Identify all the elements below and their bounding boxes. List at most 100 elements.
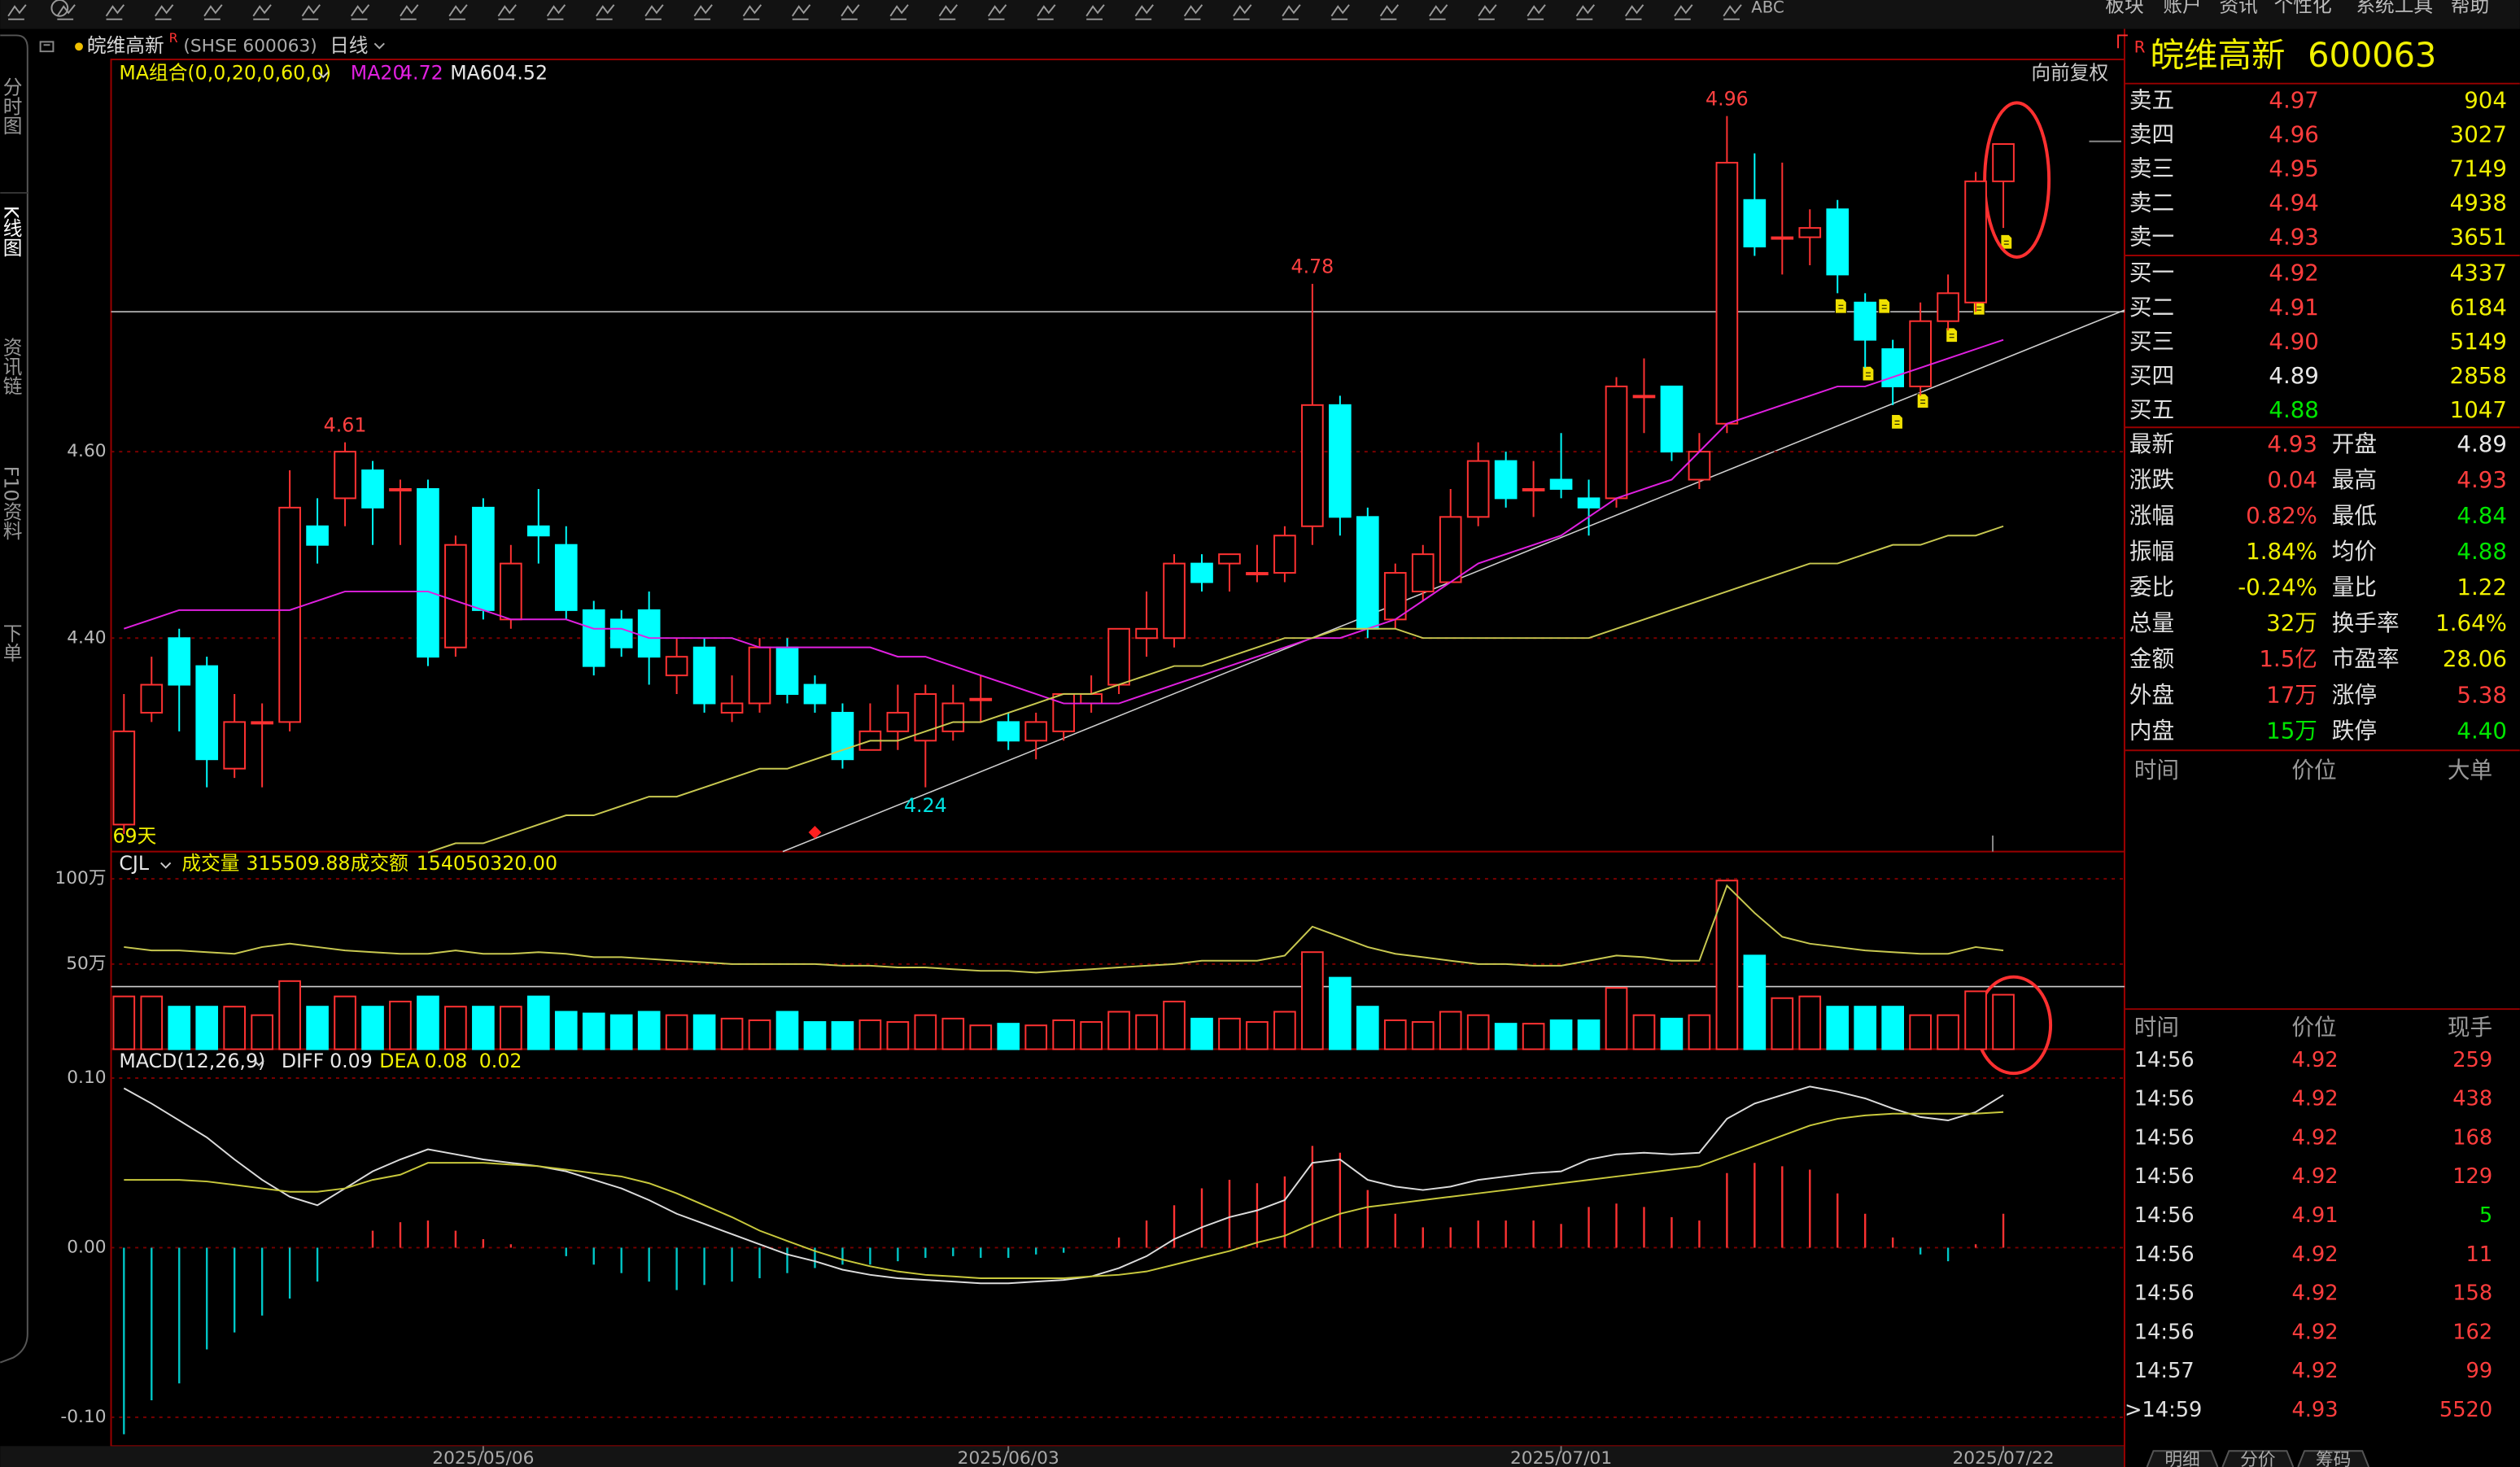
toolbar-icon[interactable]: [841, 4, 860, 20]
stat-value: 4.93: [2267, 430, 2317, 457]
volume-bar: [1301, 951, 1324, 1050]
toolbar-icon[interactable]: [1085, 4, 1105, 20]
menu-item[interactable]: 帮助: [2451, 0, 2489, 16]
sidebar-tab[interactable]: F10资料: [0, 466, 23, 540]
candle-body: [1329, 404, 1352, 518]
trade-time: 14:56: [2134, 1281, 2195, 1306]
volume-bar: [1439, 1011, 1462, 1050]
toolbar-icon[interactable]: [792, 4, 811, 20]
sidebar-tab[interactable]: K线图: [0, 206, 23, 257]
menu-item[interactable]: 板块: [2105, 0, 2143, 16]
volume-bar: [1246, 1021, 1269, 1050]
toolbar-icon[interactable]: [7, 4, 27, 20]
legend-name: MA20: [351, 61, 405, 84]
volume-bar: [334, 995, 356, 1050]
toolbar-icon[interactable]: [1478, 4, 1497, 20]
bottom-tab[interactable]: 筹码: [2316, 1450, 2351, 1467]
toolbar-icon[interactable]: [1233, 4, 1252, 20]
volume-bar: [1411, 1021, 1435, 1050]
stat-label: 换手率: [2332, 609, 2400, 636]
toolbar-icon[interactable]: [252, 4, 272, 20]
volume-bar: [665, 1014, 688, 1050]
sidebar-tab[interactable]: 分时图: [0, 77, 23, 135]
menu-item[interactable]: 账户: [2163, 0, 2201, 16]
candle-body: [554, 544, 578, 611]
bottom-tab[interactable]: 分价: [2240, 1450, 2276, 1467]
toolbar-icon[interactable]: [1282, 4, 1301, 20]
book-label: 卖五: [2129, 86, 2174, 113]
toolbar-abc[interactable]: ABC: [1751, 0, 1784, 16]
toolbar-icon[interactable]: [644, 4, 664, 20]
toolbar-icon[interactable]: [889, 4, 909, 20]
toolbar-icon[interactable]: [1330, 4, 1350, 20]
book-price: 4.93: [2269, 224, 2319, 251]
candle-body: [1549, 478, 1573, 490]
dropdown-chevron[interactable]: [253, 1059, 264, 1067]
toolbar-icon[interactable]: [987, 4, 1007, 20]
candle-body: [251, 721, 273, 725]
menu-item[interactable]: 资讯: [2219, 0, 2257, 16]
toolbar-icon[interactable]: [56, 4, 76, 20]
stat-value: -0.24%: [2238, 574, 2317, 600]
toolbar-icon[interactable]: [1526, 4, 1546, 20]
stat-label: 市盈率: [2332, 645, 2400, 672]
adjust-note[interactable]: 向前复权: [2031, 61, 2108, 84]
toolbar-icon[interactable]: [546, 4, 566, 20]
toolbar-icon[interactable]: [497, 4, 517, 20]
volume-bar: [637, 1011, 661, 1050]
toolbar-icon[interactable]: [448, 4, 468, 20]
candle-body: [1301, 404, 1324, 527]
toolbar-icon[interactable]: [1723, 4, 1742, 20]
dropdown-chevron[interactable]: [317, 72, 329, 79]
date-axis: [0, 1446, 2125, 1467]
trade-volume: 438: [2452, 1087, 2492, 1111]
column-header: 时间: [2134, 757, 2179, 784]
volume-bar: [1854, 1006, 1877, 1050]
toolbar-icon[interactable]: [350, 4, 370, 20]
book-label: 买二: [2129, 294, 2174, 321]
toolbar-icon[interactable]: [203, 4, 223, 20]
toolbar-icon[interactable]: [742, 4, 762, 20]
days-label: 69天: [112, 824, 156, 847]
candle-body: [140, 683, 164, 714]
toolbar-icon[interactable]: [1624, 4, 1644, 20]
toolbar-icon[interactable]: [154, 4, 174, 20]
menu-item[interactable]: 系统工具: [2356, 0, 2433, 16]
candle-body: [1632, 395, 1656, 399]
stat-label: 涨跌: [2129, 466, 2174, 493]
toolbar-icons: [7, 4, 1742, 20]
volume-bar: [1798, 995, 1822, 1050]
toolbar-icon[interactable]: [1379, 4, 1400, 20]
toolbar-icon[interactable]: [596, 4, 615, 20]
stat-value: 4.40: [2457, 717, 2507, 744]
bottom-tab[interactable]: 明细: [2164, 1450, 2199, 1467]
y-tick-label: -0.10: [60, 1407, 106, 1427]
toolbar-icon[interactable]: [938, 4, 959, 20]
book-label: 买四: [2129, 362, 2174, 389]
stat-label: 金额: [2129, 645, 2174, 672]
candle-body: [1881, 348, 1905, 387]
book-price: 4.89: [2269, 362, 2319, 389]
sidebar-tab[interactable]: 资讯链: [0, 338, 23, 395]
toolbar-icon[interactable]: [693, 4, 713, 20]
volume-bar: [472, 1006, 495, 1050]
toolbar-icon[interactable]: [1183, 4, 1203, 20]
toolbar-icon[interactable]: [301, 4, 321, 20]
volume-ma-line: [124, 884, 2004, 974]
toolbar-icon[interactable]: [1674, 4, 1693, 20]
toolbar-icon[interactable]: [50, 0, 69, 17]
toolbar-icon[interactable]: [1575, 4, 1596, 20]
volume-bar: [278, 980, 301, 1050]
book-volume: 5149: [2450, 328, 2507, 355]
candle-body: [1163, 562, 1186, 640]
toolbar-icon[interactable]: [1037, 4, 1056, 20]
toolbar-icon[interactable]: [1429, 4, 1448, 20]
volume-bar: [858, 1019, 882, 1050]
toolbar-icon[interactable]: [400, 4, 419, 20]
legend-name: MA60: [450, 61, 504, 84]
menu-item[interactable]: 个性化: [2274, 0, 2332, 16]
sidebar-tab[interactable]: 下单: [0, 623, 23, 662]
dropdown-chevron[interactable]: [160, 862, 172, 869]
toolbar-icon[interactable]: [105, 4, 125, 20]
toolbar-icon[interactable]: [1134, 4, 1154, 20]
